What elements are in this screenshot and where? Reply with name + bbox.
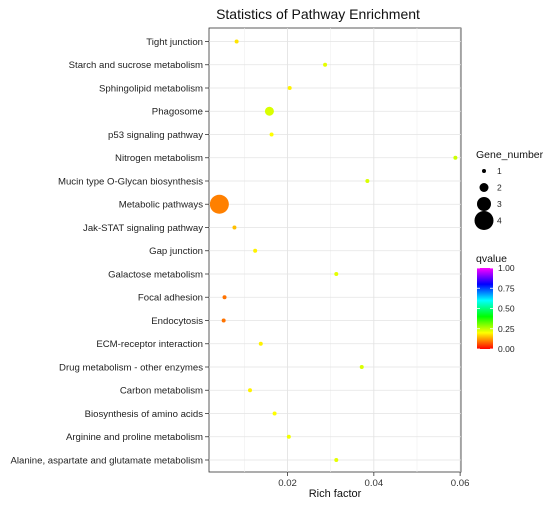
colorbar-tick-label: 0.00 <box>498 344 515 354</box>
colorbar-tick-label: 0.25 <box>498 324 515 334</box>
size-legend-title: Gene_number <box>476 149 544 161</box>
y-tick-label: Galactose metabolism <box>108 269 203 280</box>
size-legend-dot <box>474 211 494 230</box>
data-point <box>359 365 364 369</box>
y-tick-label: Phagosome <box>152 107 203 118</box>
y-tick-label: Starch and sucrose metabolism <box>69 60 203 71</box>
qvalue-colorbar <box>477 268 493 349</box>
data-point <box>221 318 226 323</box>
y-tick-label: Biosynthesis of amino acids <box>85 409 204 420</box>
y-tick-label: Metabolic pathways <box>119 200 203 211</box>
size-legend: 1 2 3 4 <box>474 166 502 230</box>
data-point <box>264 106 274 116</box>
color-legend-title: qvalue <box>476 253 507 265</box>
y-tick-label: Alanine, aspartate and glutamate metabol… <box>10 455 203 466</box>
data-point <box>287 86 292 90</box>
y-tick-label: Sphingolipid metabolism <box>99 83 203 94</box>
y-tick-label: Carbon metabolism <box>120 386 203 397</box>
data-point <box>453 155 458 160</box>
data-point <box>247 388 252 393</box>
y-tick-label: Focal adhesion <box>138 293 203 304</box>
y-tick-label: Nitrogen metabolism <box>115 153 203 164</box>
y-tick-label: Endocytosis <box>151 316 203 327</box>
data-point <box>272 411 277 416</box>
colorbar-tick-label: 0.50 <box>498 304 515 314</box>
data-point <box>222 295 227 300</box>
colorbar-tick-label: 1.00 <box>498 263 515 273</box>
x-tick-label: 0.04 <box>364 478 383 489</box>
data-point <box>323 62 328 67</box>
data-point <box>258 341 263 346</box>
size-legend-label: 4 <box>497 216 502 226</box>
plot-panel <box>208 27 462 473</box>
x-axis-label: Rich factor <box>309 488 362 500</box>
data-point <box>209 194 229 214</box>
y-tick-label: Gap junction <box>149 246 203 257</box>
y-tick-label: p53 signaling pathway <box>108 130 203 141</box>
y-tick-label: Drug metabolism - other enzymes <box>59 362 203 373</box>
data-point <box>232 225 237 230</box>
data-point <box>269 132 274 137</box>
chart-title: Statistics of Pathway Enrichment <box>216 6 420 22</box>
size-legend-dot <box>477 197 491 211</box>
size-legend-label: 3 <box>497 199 502 209</box>
data-point <box>253 248 258 253</box>
x-tick-label: 0.02 <box>278 478 297 489</box>
y-axis-labels: Tight junction Starch and sucrose metabol… <box>10 37 209 466</box>
data-point <box>234 39 239 44</box>
x-axis-ticks: 0.02 0.04 0.06 <box>278 472 469 489</box>
y-tick-label: Jak-STAT signaling pathway <box>83 223 203 234</box>
color-legend-ticks: 1.00 0.75 0.50 0.25 0.00 <box>477 263 515 354</box>
y-tick-label: ECM-receptor interaction <box>96 339 203 350</box>
data-point <box>286 434 291 439</box>
colorbar-tick-label: 0.75 <box>498 283 515 293</box>
x-tick-label: 0.06 <box>451 478 470 489</box>
data-point <box>334 458 339 462</box>
y-tick-label: Tight junction <box>146 37 203 48</box>
y-tick-label: Arginine and proline metabolism <box>66 432 203 443</box>
size-legend-dot <box>482 169 486 173</box>
y-tick-label: Mucin type O-Glycan biosynthesis <box>58 176 203 187</box>
size-legend-label: 1 <box>497 166 502 176</box>
data-points <box>209 39 458 462</box>
data-point <box>334 272 339 276</box>
size-legend-label: 2 <box>497 183 502 193</box>
data-point <box>365 179 370 183</box>
size-legend-dot <box>479 183 489 192</box>
